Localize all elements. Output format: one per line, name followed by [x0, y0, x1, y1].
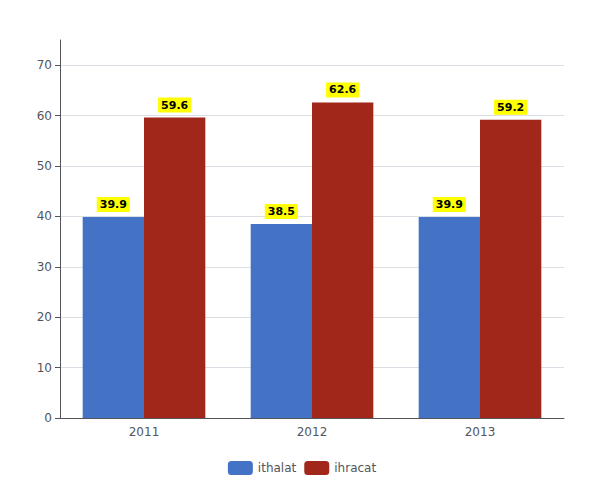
svg-text:2011: 2011 [129, 425, 160, 439]
svg-text:60: 60 [37, 109, 52, 123]
svg-text:39.9: 39.9 [100, 198, 127, 211]
svg-text:50: 50 [37, 159, 52, 173]
svg-text:10: 10 [37, 361, 52, 375]
svg-text:40: 40 [37, 209, 52, 223]
svg-text:38.5: 38.5 [268, 205, 295, 218]
svg-text:2012: 2012 [297, 425, 328, 439]
svg-text:2013: 2013 [465, 425, 496, 439]
svg-text:59.6: 59.6 [161, 99, 188, 112]
svg-text:ithalat: ithalat [258, 461, 297, 475]
svg-text:39.9: 39.9 [436, 198, 463, 211]
svg-text:30: 30 [37, 260, 52, 274]
svg-text:ihracat: ihracat [334, 461, 376, 475]
svg-text:62.6: 62.6 [329, 83, 356, 96]
svg-text:59.2: 59.2 [497, 101, 524, 114]
svg-text:0: 0 [44, 411, 52, 425]
svg-text:70: 70 [37, 58, 52, 72]
svg-text:20: 20 [37, 310, 52, 324]
